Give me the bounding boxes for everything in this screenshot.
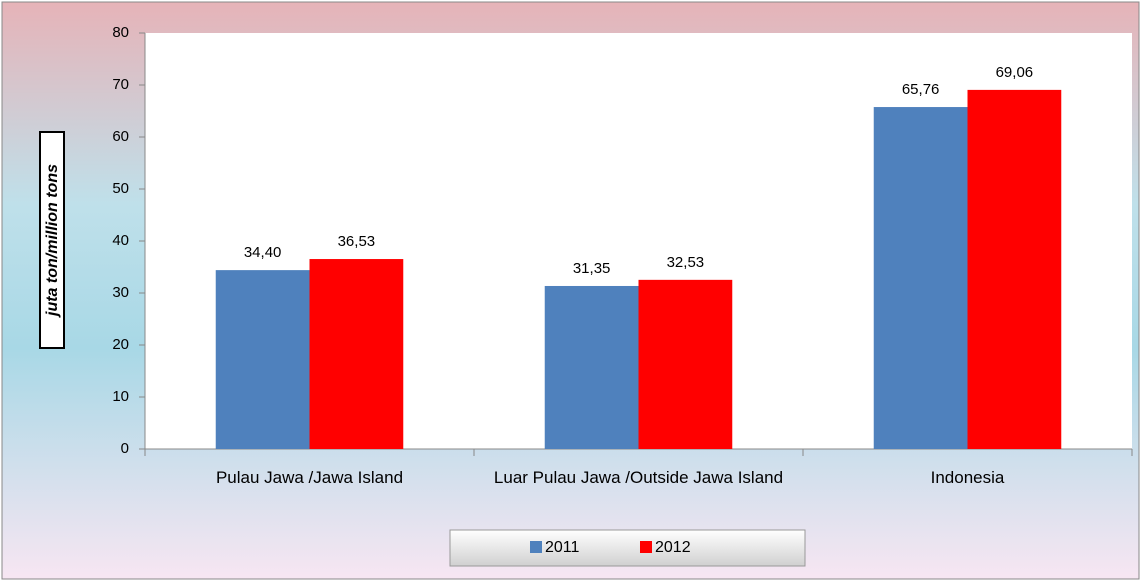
y-tick-label: 20 (112, 336, 129, 353)
data-label: 65,76 (902, 81, 940, 98)
legend-box (449, 529, 806, 567)
data-label: 34,40 (244, 244, 282, 261)
legend-swatch (530, 541, 542, 553)
bar (638, 279, 733, 449)
bar (873, 107, 968, 449)
data-label: 31,35 (573, 260, 611, 277)
y-tick-label: 0 (121, 440, 129, 457)
y-tick-label: 70 (112, 76, 129, 93)
y-tick-label: 50 (112, 180, 129, 197)
bar (309, 259, 404, 449)
x-tick-label: Indonesia (930, 468, 1005, 487)
y-axis-title: juta ton/million tons (44, 164, 61, 318)
x-tick-label: Pulau Jawa /Jawa Island (215, 468, 404, 487)
bar (215, 270, 310, 449)
y-axis-title-box (39, 131, 65, 349)
y-tick-label: 60 (112, 128, 129, 145)
y-tick-label: 80 (112, 24, 129, 41)
legend-label: 2011 (545, 539, 580, 556)
y-tick-label: 30 (112, 284, 129, 301)
data-label: 69,06 (996, 64, 1034, 81)
y-tick-label: 40 (112, 232, 129, 249)
data-label: 32,53 (667, 254, 705, 271)
bar (967, 89, 1062, 449)
y-axis-title-group: juta ton/million tons (39, 131, 65, 349)
legend-swatch (640, 541, 652, 553)
y-tick-label: 10 (112, 388, 129, 405)
legend-label: 2012 (655, 539, 691, 556)
x-tick-label: Luar Pulau Jawa /Outside Jawa Island (493, 468, 784, 487)
bar (544, 285, 639, 449)
data-label: 36,53 (338, 233, 376, 250)
